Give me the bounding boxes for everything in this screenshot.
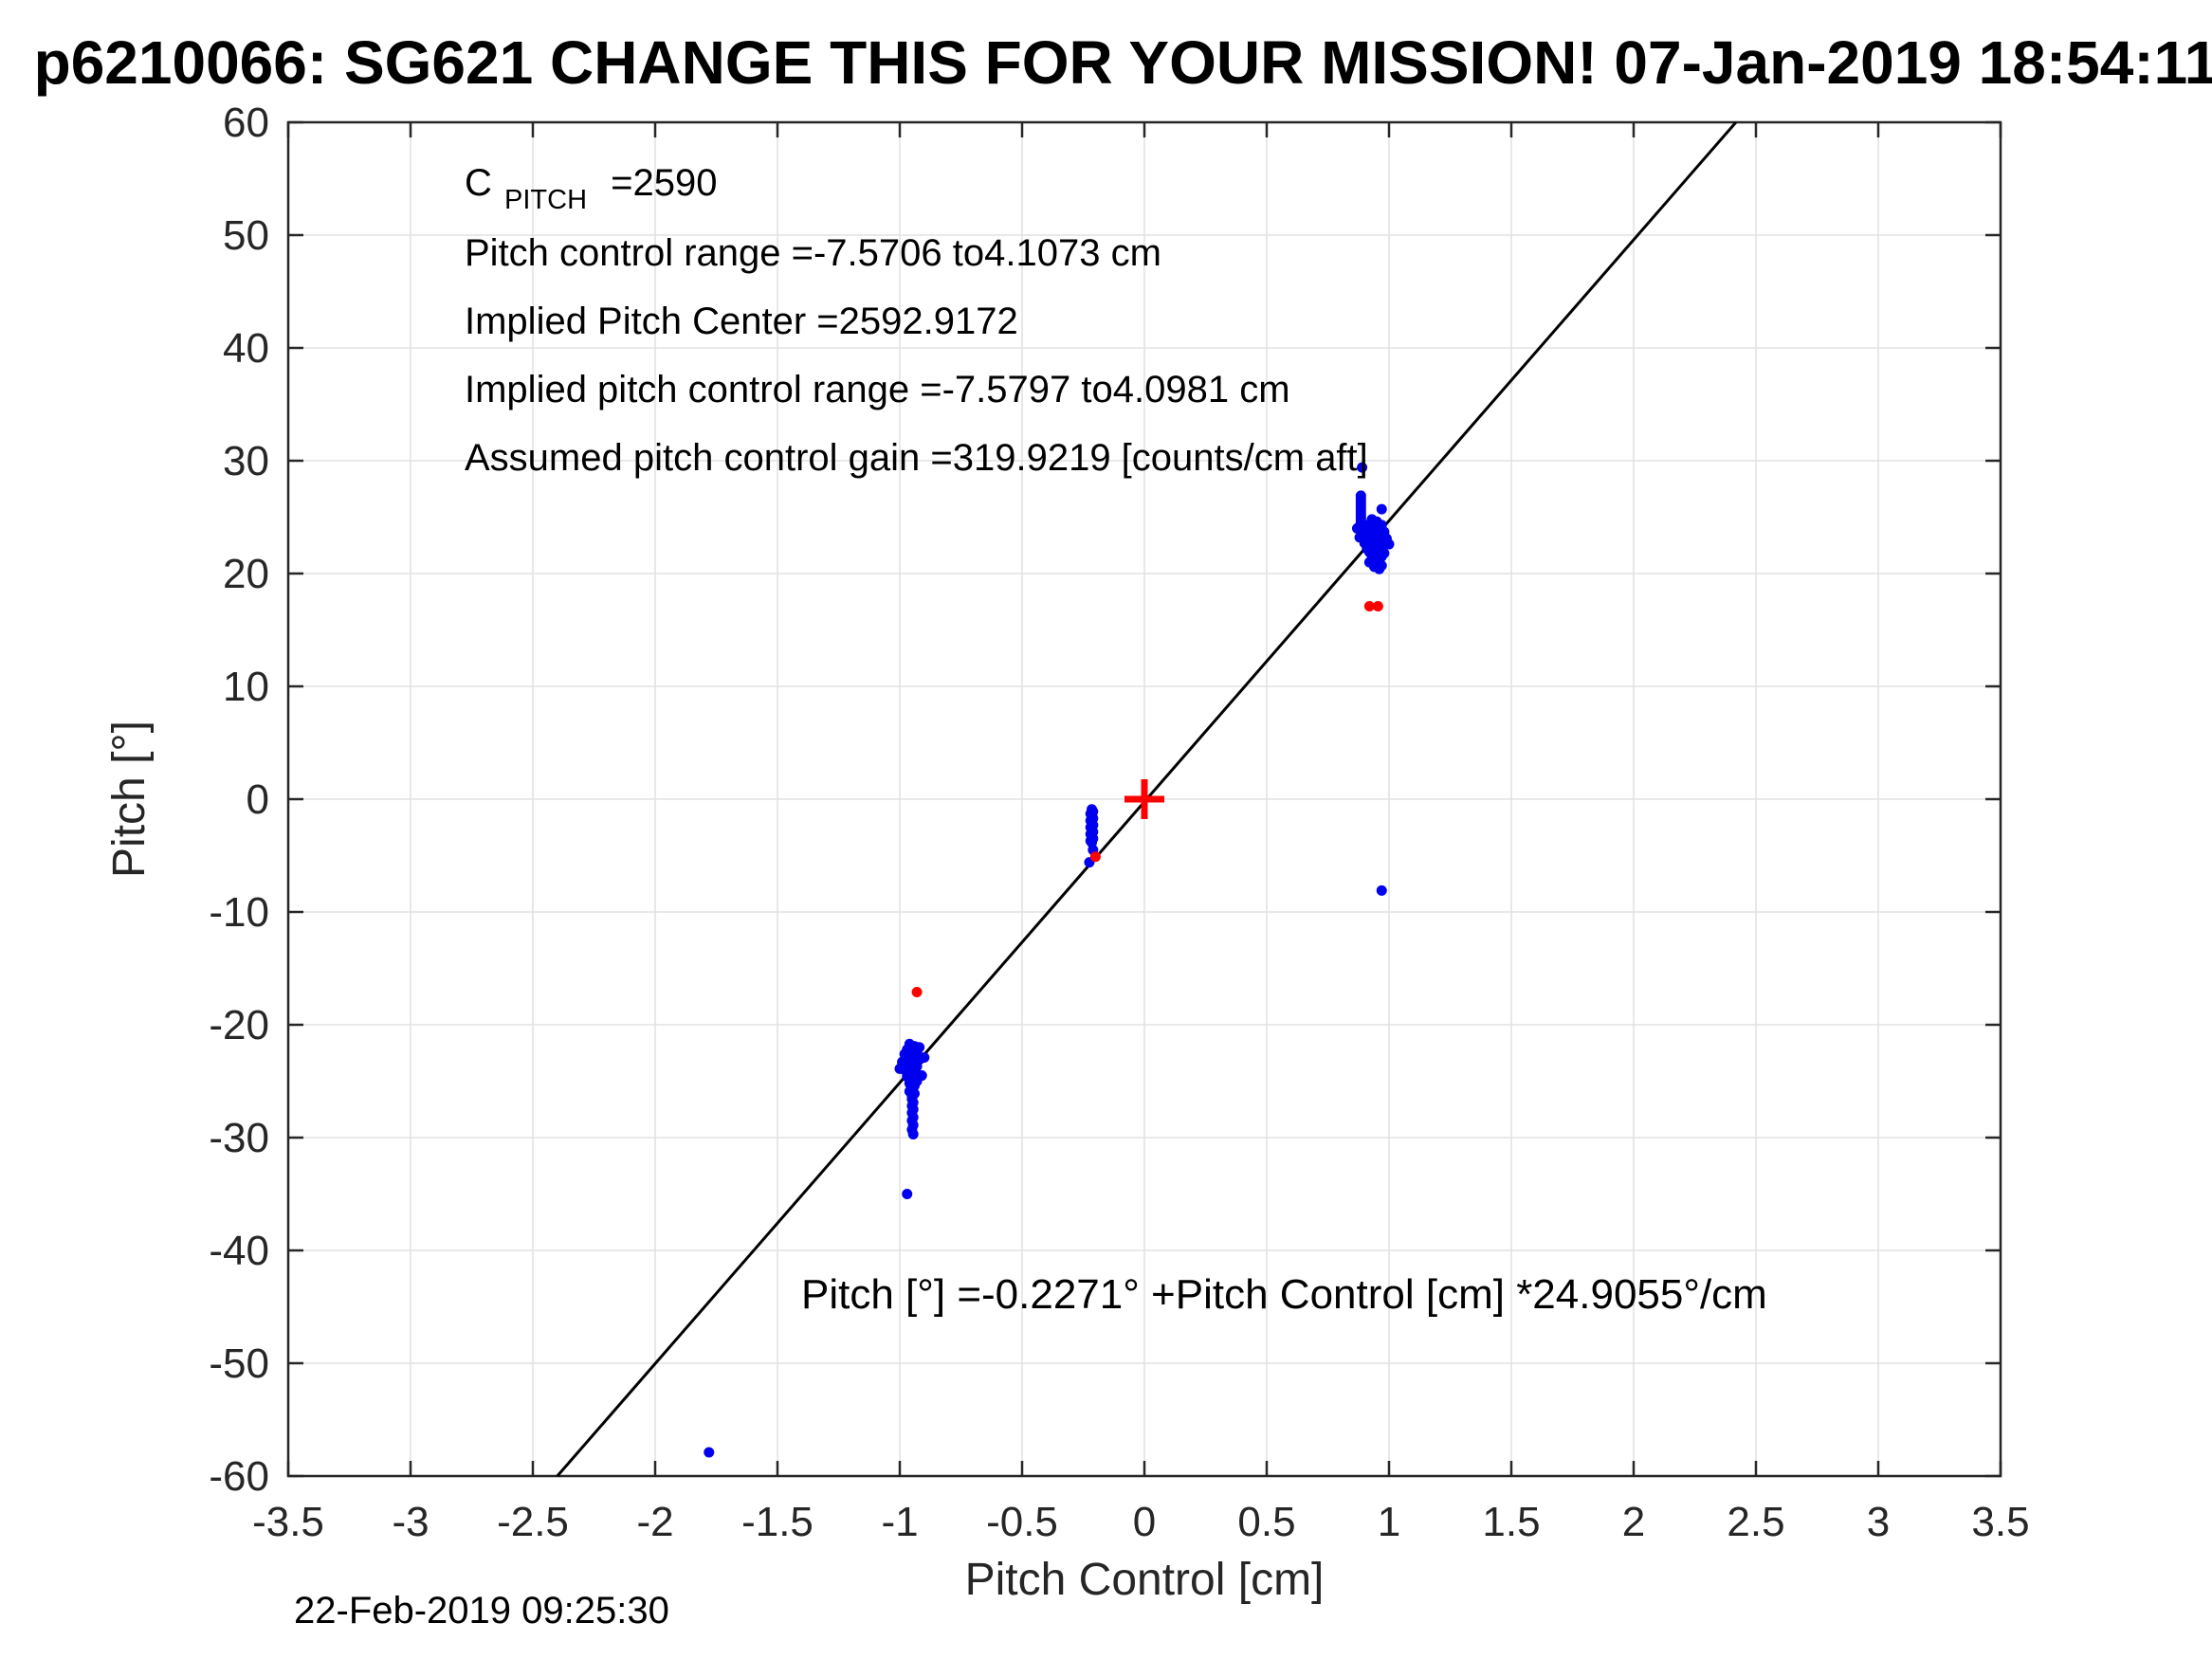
pitch-samples-point [1355, 519, 1366, 530]
pitch-samples-point [1376, 884, 1387, 896]
pitch-samples-point [919, 1052, 930, 1064]
y-tick-label: 40 [223, 325, 269, 372]
x-tick-label: -1.5 [741, 1499, 814, 1545]
chart-title: p6210066: SG621 CHANGE THIS FOR YOUR MIS… [34, 28, 2212, 97]
x-axis-label: Pitch Control [cm] [965, 1555, 1325, 1605]
annotation-implied-pitch-center: Implied Pitch Center =2592.9172 [465, 301, 1018, 342]
pitch-samples-point [902, 1189, 913, 1199]
x-tick-label: 2 [1622, 1499, 1645, 1545]
x-tick-label: 2.5 [1727, 1499, 1784, 1545]
pitch-samples-point [907, 1128, 919, 1139]
x-tick-label: -2 [636, 1499, 673, 1545]
x-tick-label: 3 [1867, 1499, 1890, 1545]
y-tick-label: 10 [223, 664, 269, 710]
fit-equation-label: Pitch [°] =-0.2271° +Pitch Control [cm] … [801, 1271, 1767, 1318]
x-tick-label: -3 [392, 1499, 429, 1545]
flagged-samples-point [1089, 851, 1101, 863]
timestamp-label: 22-Feb-2019 09:25:30 [294, 1590, 669, 1632]
x-tick-label: 1 [1378, 1499, 1400, 1545]
x-tick-label: 0.5 [1237, 1499, 1295, 1545]
annotation-implied-pitch-control-range: Implied pitch control range =-7.5797 to4… [465, 369, 1290, 410]
y-tick-label: -50 [209, 1340, 269, 1387]
annotation-cpitch-value: =2590 [611, 162, 717, 204]
y-tick-label: 50 [223, 212, 269, 259]
flagged-samples-point [1363, 601, 1375, 612]
pitch-samples-point [1357, 462, 1368, 473]
origin-marker [1124, 779, 1164, 819]
y-tick-label: 20 [223, 551, 269, 597]
pitch-samples-point [1376, 503, 1387, 515]
y-tick-label: 30 [223, 438, 269, 484]
x-tick-label: -1 [881, 1499, 918, 1545]
x-tick-label: 3.5 [1971, 1499, 2029, 1545]
y-tick-label: -40 [209, 1228, 269, 1274]
annotation-pitch-control-range: Pitch control range =-7.5706 to4.1073 cm [465, 232, 1161, 274]
y-tick-label: 0 [247, 776, 269, 823]
annotation-cpitch-subscript: PITCH [504, 185, 587, 215]
tick-label-layer: -3.5 -3 -2.5 -2 -1.5 -1 -0.5 0 0.5 1 1.5 2 2.5 3 3.5 -6… [209, 100, 2029, 1545]
axis-layer [286, 120, 2002, 1478]
grid-layer [287, 121, 2002, 1477]
y-tick-label: 60 [223, 100, 269, 146]
x-tick-label: 1.5 [1482, 1499, 1540, 1545]
data-layer [556, 121, 1738, 1477]
x-tick-label: -3.5 [252, 1499, 324, 1545]
annotation-assumed-gain: Assumed pitch control gain =319.9219 [co… [465, 437, 1368, 479]
annotation-cpitch-base: C [465, 162, 492, 204]
y-tick-label: -60 [209, 1453, 269, 1500]
pitch-samples-point [704, 1447, 715, 1458]
y-tick-label: -10 [209, 889, 269, 936]
x-tick-label: -2.5 [497, 1499, 569, 1545]
y-tick-label: -30 [209, 1115, 269, 1161]
pitch-samples-point [1374, 563, 1385, 574]
y-axis-label: Pitch [°] [104, 720, 155, 878]
flagged-samples-point [911, 986, 923, 997]
annotation-cpitch: C PITCH =2590 [465, 162, 717, 217]
x-tick-label: 0 [1133, 1499, 1156, 1545]
flagged-samples-point [1372, 601, 1383, 612]
x-tick-label: -0.5 [986, 1499, 1058, 1545]
y-tick-label: -20 [209, 1002, 269, 1048]
